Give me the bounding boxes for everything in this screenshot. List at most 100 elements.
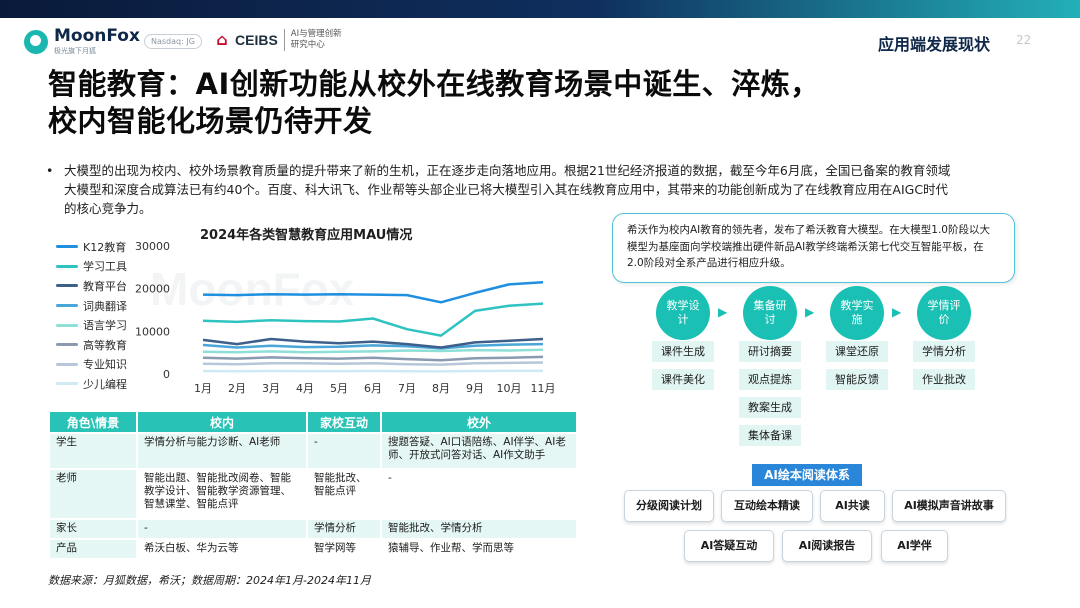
legend-item: 高等教育 bbox=[56, 335, 127, 355]
ceibs-center-line2: 研究中心 bbox=[290, 40, 325, 50]
x-tick-label: 5月 bbox=[330, 382, 348, 395]
pill-ai-coread: AI共读 bbox=[820, 490, 885, 522]
legend-item: 学习工具 bbox=[56, 257, 127, 277]
scenario-table: 角色\情景 校内 家校互动 校外 学生 学情分析与能力诊断、AI老师 - 搜题答… bbox=[48, 410, 578, 560]
table-cell-outside: 搜题答疑、AI口语陪练、AI伴学、AI老师、开放式问答对话、AI作文助手 bbox=[380, 432, 578, 470]
table-header-outside: 校外 bbox=[380, 410, 578, 434]
stage-teaching-design: 教学设计 bbox=[656, 286, 710, 340]
table-cell-home: 智学网等 bbox=[306, 538, 382, 560]
page-number: 22 bbox=[1016, 33, 1032, 47]
legend-label: K12教育 bbox=[83, 240, 127, 254]
x-tick-label: 6月 bbox=[364, 382, 382, 395]
ceibs-name: CEIBS bbox=[235, 32, 278, 48]
legend-label: 高等教育 bbox=[83, 338, 127, 352]
table-cell-school: 学情分析与能力诊断、AI老师 bbox=[136, 432, 308, 470]
x-tick-label: 7月 bbox=[398, 382, 416, 395]
table-header-row: 角色\情景 校内 家校互动 校外 bbox=[48, 410, 578, 434]
table-row: 学生 学情分析与能力诊断、AI老师 - 搜题答疑、AI口语陪练、AI伴学、AI老… bbox=[48, 432, 578, 470]
y-tick-label: 20000 bbox=[135, 283, 170, 296]
table-cell-school: 希沃白板、华为云等 bbox=[136, 538, 308, 560]
nasdaq-badge: Nasdaq: JG bbox=[144, 34, 202, 49]
table-cell-outside: - bbox=[380, 468, 578, 520]
legend-item: K12教育 bbox=[56, 237, 127, 257]
table-cell-home: 学情分析 bbox=[306, 518, 382, 540]
table-row: 产品 希沃白板、华为云等 智学网等 猿辅导、作业帮、学而思等 bbox=[48, 538, 578, 560]
legend-item: 教育平台 bbox=[56, 276, 127, 296]
title-line-2: 校内智能化场景仍待开发 bbox=[48, 104, 373, 138]
data-source-note: 数据来源：月狐数据，希沃；数据周期：2024年1月-2024年11月 bbox=[48, 574, 371, 587]
mau-line-chart: 0 10000 20000 30000 1月 2月 3月 4月 5月 6月 7月 8月 9月 10月 11月 bbox=[135, 240, 556, 395]
ceibs-logo: ⌂ CEIBS AI与管理创新 研究中心 bbox=[212, 29, 342, 51]
moonfox-logo-icon bbox=[24, 30, 48, 54]
pill-ai-reading-report: AI阅读报告 bbox=[782, 530, 872, 562]
chip-lesson-plan-generation: 教案生成 bbox=[739, 397, 801, 418]
brand-sub: 极光旗下月狐 bbox=[54, 47, 96, 55]
chip-homework-grading: 作业批改 bbox=[913, 369, 975, 390]
table-row: 家长 - 学情分析 智能批改、学情分析 bbox=[48, 518, 578, 540]
y-tick-label: 30000 bbox=[135, 240, 170, 253]
series-line-学习工具 bbox=[202, 302, 544, 337]
pill-ai-study-buddy: AI学伴 bbox=[881, 530, 948, 562]
series-line-高等教育 bbox=[202, 355, 544, 362]
legend-swatch bbox=[56, 304, 78, 308]
legend-item: 少儿编程 bbox=[56, 374, 127, 394]
pill-ai-qa: AI答疑互动 bbox=[684, 530, 774, 562]
x-tick-label: 1月 bbox=[194, 382, 212, 395]
chip-group-lesson-prep: 集体备课 bbox=[739, 425, 801, 446]
pill-ai-voice-story: AI模拟声音讲故事 bbox=[892, 490, 1006, 522]
pill-picture-book-reading: 互动绘本精读 bbox=[721, 490, 813, 522]
legend-item: 专业知识 bbox=[56, 355, 127, 375]
legend-swatch bbox=[56, 343, 78, 347]
legend-swatch bbox=[56, 284, 78, 288]
table-cell-home: - bbox=[306, 432, 382, 470]
legend-label: 教育平台 bbox=[83, 279, 127, 293]
series-line-少儿编程 bbox=[202, 369, 543, 373]
legend-label: 学习工具 bbox=[83, 260, 127, 274]
bullet-line-1: 大模型的出现为校内、校外场景教育质量的提升带来了新的生机，正在逐步走向落地应用。… bbox=[64, 163, 951, 178]
table-cell-role: 产品 bbox=[48, 538, 138, 560]
table-cell-outside: 猿辅导、作业帮、学而思等 bbox=[380, 538, 578, 560]
table-cell-role: 家长 bbox=[48, 518, 138, 540]
brand-name: MoonFox bbox=[54, 26, 140, 46]
legend-swatch bbox=[56, 382, 78, 386]
chip-discussion-summary: 研讨摘要 bbox=[739, 341, 801, 362]
x-tick-label: 2月 bbox=[228, 382, 246, 395]
chip-learning-analysis: 学情分析 bbox=[913, 341, 975, 362]
x-tick-label: 11月 bbox=[531, 382, 556, 395]
intro-bullet: • 大模型的出现为校内、校外场景教育质量的提升带来了新的生机，正在逐步走向落地应… bbox=[46, 161, 1036, 218]
y-tick-label: 0 bbox=[163, 368, 170, 381]
table-header-role: 角色\情景 bbox=[48, 410, 138, 434]
x-tick-label: 10月 bbox=[497, 382, 522, 395]
table-header-school: 校内 bbox=[136, 410, 308, 434]
table-cell-home: 智能批改、智能点评 bbox=[306, 468, 382, 520]
arrow-right-icon: ▶ bbox=[805, 305, 815, 319]
legend-label: 语言学习 bbox=[83, 319, 127, 333]
bullet-line-2: 大模型和深度合成算法已有约40个。百度、科大讯飞、作业帮等头部企业已将大模型引入… bbox=[64, 182, 949, 197]
legend-label: 词典翻译 bbox=[83, 299, 127, 313]
bullet-dot-icon: • bbox=[46, 163, 54, 178]
legend-item: 词典翻译 bbox=[56, 296, 127, 316]
legend-item: 语言学习 bbox=[56, 315, 127, 335]
page-title: 智能教育：AI创新功能从校外在线教育场景中诞生、淬炼， 校内智能化场景仍待开发 bbox=[48, 66, 1008, 140]
pill-graded-reading: 分级阅读计划 bbox=[624, 490, 714, 522]
section-title: 应用端发展现状 bbox=[878, 35, 991, 54]
table-cell-outside: 智能批改、学情分析 bbox=[380, 518, 578, 540]
table-header-home: 家校互动 bbox=[306, 410, 382, 434]
series-line-语言学习 bbox=[202, 348, 544, 354]
x-tick-label: 3月 bbox=[262, 382, 280, 395]
stage-teaching-implementation: 教学实施 bbox=[830, 286, 884, 340]
legend-label: 专业知识 bbox=[83, 358, 127, 372]
moonfox-logo: MoonFox 极光旗下月狐 bbox=[24, 28, 140, 56]
chart-legend: K12教育学习工具教育平台词典翻译语言学习高等教育专业知识少儿编程 bbox=[56, 237, 127, 394]
series-line-专业知识 bbox=[202, 361, 544, 366]
table-cell-role: 学生 bbox=[48, 432, 138, 470]
stage-group-prep: 集备研讨 bbox=[743, 286, 797, 340]
chip-courseware-generation: 课件生成 bbox=[652, 341, 714, 362]
chip-classroom-replay: 课堂还原 bbox=[826, 341, 888, 362]
ceibs-center-line1: AI与管理创新 bbox=[290, 29, 342, 39]
table-row: 老师 智能出题、智能批改阅卷、智能教学设计、智能教学资源管理、智慧课堂、智能点评… bbox=[48, 468, 578, 520]
stage-learning-evaluation: 学情评价 bbox=[917, 286, 971, 340]
legend-swatch bbox=[56, 264, 78, 268]
x-tick-label: 4月 bbox=[296, 382, 314, 395]
series-line-教育平台 bbox=[202, 337, 544, 349]
